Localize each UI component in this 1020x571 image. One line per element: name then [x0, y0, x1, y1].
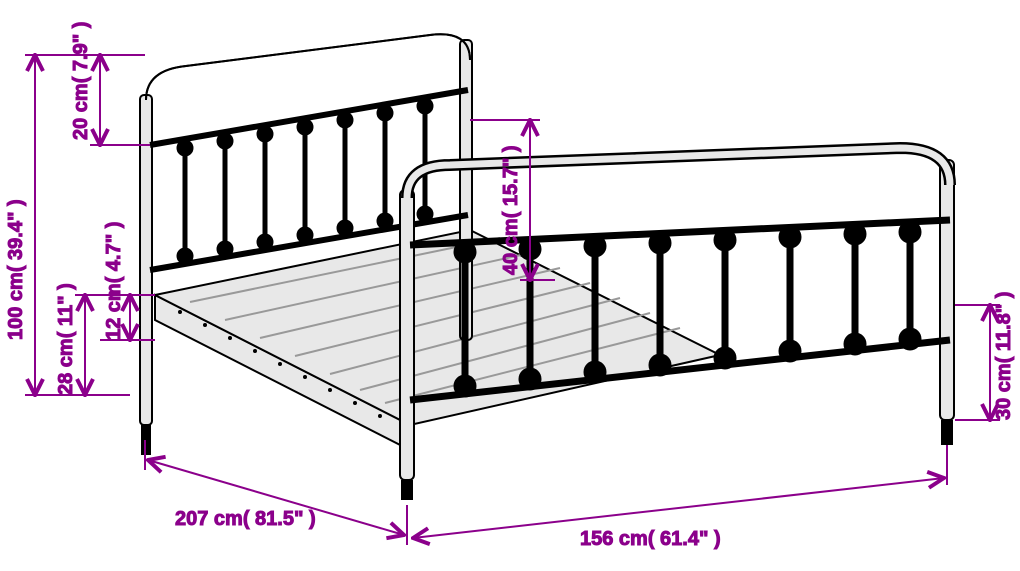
- dim-12cm-label: 12 cm( 4.7" ): [103, 222, 125, 340]
- dim-40cm-label: 40 cm( 15.7" ): [500, 145, 522, 275]
- dimension-diagram: 100 cm( 39.4" ) 20 cm( 7.9" ) 12 cm( 4.7…: [0, 0, 1020, 571]
- dim-207cm: 207 cm( 81.5" ): [145, 440, 407, 545]
- dim-20cm: 20 cm( 7.9" ): [70, 22, 150, 145]
- dim-30cm: 30 cm( 11.8" ): [955, 292, 1015, 420]
- dim-20cm-label: 20 cm( 7.9" ): [70, 22, 92, 140]
- dim-156cm-label: 156 cm( 61.4" ): [580, 528, 721, 550]
- dim-100cm-label: 100 cm( 39.4" ): [5, 199, 27, 340]
- dim-30cm-label: 30 cm( 11.8" ): [993, 292, 1015, 420]
- bed-frame-illustration: [140, 34, 954, 500]
- dim-156cm: 156 cm( 61.4" ): [413, 445, 947, 550]
- dim-28cm-label: 28 cm( 11" ): [55, 283, 77, 395]
- dim-207cm-label: 207 cm( 81.5" ): [175, 508, 316, 530]
